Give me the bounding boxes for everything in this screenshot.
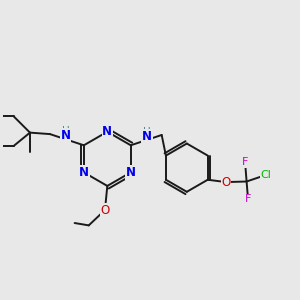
- Text: N: N: [60, 129, 70, 142]
- Text: O: O: [100, 204, 110, 217]
- Text: Cl: Cl: [260, 170, 271, 180]
- Text: H: H: [143, 127, 151, 137]
- Text: N: N: [79, 166, 89, 179]
- Text: N: N: [142, 130, 152, 142]
- Text: F: F: [242, 158, 248, 167]
- Text: H: H: [61, 126, 69, 136]
- Text: F: F: [245, 194, 251, 204]
- Text: O: O: [221, 176, 231, 189]
- Text: N: N: [126, 166, 136, 179]
- Text: N: N: [102, 125, 112, 138]
